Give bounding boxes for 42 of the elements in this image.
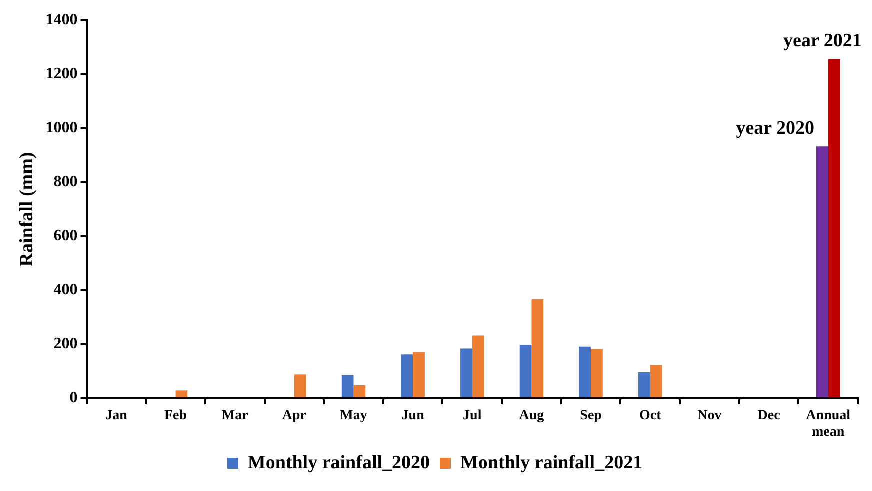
y-tick-label: 1200 <box>46 66 78 83</box>
y-tick-label: 0 <box>70 390 78 407</box>
bar <box>354 385 366 398</box>
bar <box>650 365 662 398</box>
bar <box>579 346 592 398</box>
bar <box>472 336 484 398</box>
x-tick-label: Nov <box>698 408 722 424</box>
x-tick-label: May <box>340 408 368 424</box>
x-tick-label: Aug <box>519 408 544 424</box>
legend-label: Monthly rainfall_2021 <box>460 452 643 474</box>
x-tick-label: Annual mean <box>806 408 851 440</box>
legend-label: Monthly rainfall_2020 <box>248 452 430 474</box>
x-tick-label: Feb <box>164 408 188 424</box>
bar <box>638 372 650 398</box>
x-tick-label: Apr <box>282 408 306 424</box>
x-tick-label: Jun <box>402 408 425 424</box>
bar <box>176 390 188 398</box>
bar <box>532 299 544 398</box>
annotation: year 2020 <box>736 118 814 140</box>
x-tick-label: Sep <box>580 408 602 424</box>
x-tick-label: Oct <box>639 408 662 424</box>
y-tick-label: 600 <box>54 228 78 245</box>
y-tick-label: 400 <box>54 282 78 299</box>
y-tick-label: 1400 <box>46 12 78 29</box>
bar <box>294 374 306 398</box>
bar <box>828 59 840 398</box>
x-tick-label: Dec <box>758 408 780 424</box>
annotation: year 2021 <box>784 30 862 52</box>
y-tick-label: 200 <box>54 336 78 353</box>
bar <box>413 352 425 398</box>
y-tick-label: 800 <box>54 174 78 191</box>
y-tick-label: 1000 <box>46 120 78 137</box>
bar <box>816 146 828 398</box>
x-tick-label: Mar <box>222 408 248 424</box>
y-axis-title: Rainfall (mm) <box>16 152 38 267</box>
x-tick-label: Jan <box>106 408 128 424</box>
bar <box>460 348 472 398</box>
bar <box>401 354 414 398</box>
bar <box>520 344 532 398</box>
x-tick-label: Jul <box>463 408 482 424</box>
bar <box>591 349 603 398</box>
bar <box>342 375 354 398</box>
